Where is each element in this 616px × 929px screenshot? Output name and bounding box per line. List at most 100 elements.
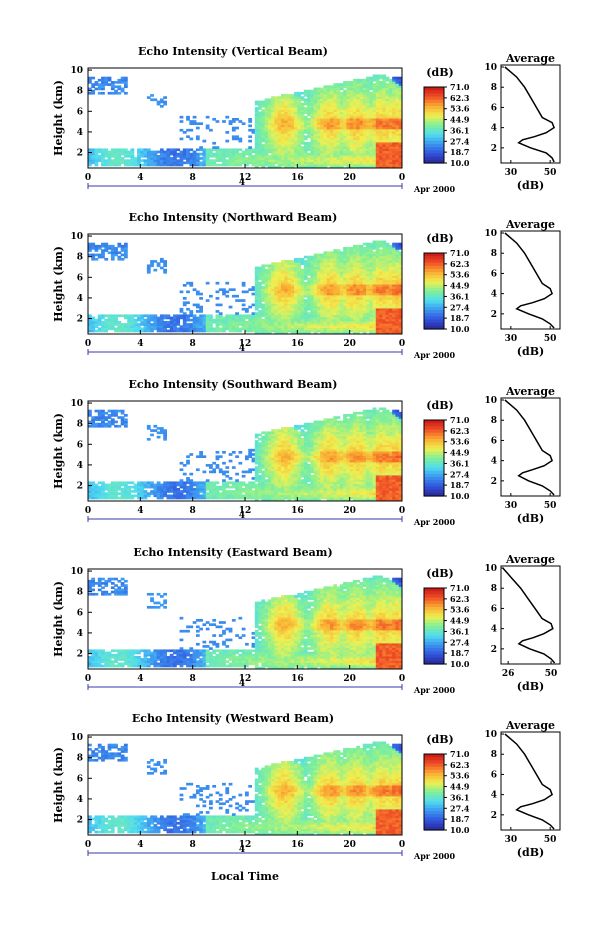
y-tick-label: 4 xyxy=(77,294,83,304)
echo-cell xyxy=(127,159,132,162)
echo-cell xyxy=(339,154,344,158)
echo-cell xyxy=(398,262,403,265)
echo-cell xyxy=(287,128,292,132)
echo-cell xyxy=(379,91,383,95)
echo-cell xyxy=(195,135,200,139)
echo-cell xyxy=(385,137,390,141)
echo-cell xyxy=(375,144,380,147)
echo-cell xyxy=(264,144,269,147)
echo-cell xyxy=(290,128,295,132)
echo-cell xyxy=(382,305,387,309)
echo-cell xyxy=(205,281,210,285)
echo-cell xyxy=(392,297,396,300)
echo-cell xyxy=(267,264,272,268)
echo-cell xyxy=(284,154,289,158)
echo-cell xyxy=(395,152,400,156)
echo-cell xyxy=(369,141,374,145)
echo-cell xyxy=(277,292,282,296)
echo-cell xyxy=(123,159,128,162)
echo-cell xyxy=(110,496,115,500)
echo-cell xyxy=(97,154,102,158)
echo-cell xyxy=(294,292,298,296)
echo-cell xyxy=(346,141,351,145)
echo-cell xyxy=(398,78,403,82)
echo-cell xyxy=(238,483,243,487)
echo-cell xyxy=(395,89,400,93)
echo-cell xyxy=(372,126,377,130)
echo-cell xyxy=(179,494,184,498)
echo-cell xyxy=(326,268,331,272)
echo-cell xyxy=(379,111,383,115)
echo-cell xyxy=(297,148,302,152)
echo-cell xyxy=(382,303,387,307)
echo-cell xyxy=(323,159,328,162)
echo-cell xyxy=(346,152,351,156)
echo-cell xyxy=(300,126,305,130)
echo-cell xyxy=(313,118,318,121)
echo-cell xyxy=(209,148,213,152)
echo-cell xyxy=(356,109,360,112)
echo-cell xyxy=(323,157,328,160)
echo-cell xyxy=(300,150,305,154)
echo-cell xyxy=(375,81,380,84)
echo-cell xyxy=(346,288,351,292)
echo-cell xyxy=(356,148,360,152)
echo-cell xyxy=(313,281,318,285)
colorbar-tick-label: 53.6 xyxy=(450,104,470,114)
echo-cell xyxy=(359,305,364,309)
echo-cell xyxy=(352,270,357,274)
echo-cell xyxy=(398,301,403,305)
echo-cell xyxy=(333,165,338,169)
echo-cell xyxy=(379,98,383,102)
echo-cell xyxy=(94,483,99,487)
echo-cell xyxy=(228,150,233,154)
echo-cell xyxy=(343,279,347,283)
echo-cell xyxy=(343,260,347,263)
echo-cell xyxy=(303,299,308,302)
echo-cell xyxy=(362,316,367,320)
echo-cell xyxy=(271,144,275,147)
echo-cell xyxy=(110,247,115,250)
echo-cell xyxy=(271,273,275,276)
echo-cell xyxy=(310,284,315,287)
echo-cell xyxy=(140,492,145,495)
echo-cell xyxy=(195,494,200,498)
echo-cell xyxy=(313,157,318,160)
echo-cell xyxy=(333,266,338,270)
echo-cell xyxy=(274,312,279,315)
echo-cell xyxy=(382,275,387,278)
echo-cell xyxy=(359,124,364,128)
echo-cell xyxy=(209,494,213,498)
echo-cell xyxy=(310,310,315,313)
echo-cell xyxy=(258,318,262,322)
echo-cell xyxy=(346,109,351,112)
echo-cell xyxy=(303,325,308,328)
echo-cell xyxy=(310,154,315,158)
echo-cell xyxy=(114,316,118,320)
echo-cell xyxy=(313,286,318,289)
echo-cell xyxy=(303,161,308,165)
echo-cell xyxy=(307,312,311,315)
echo-cell xyxy=(385,329,390,333)
echo-cell xyxy=(320,159,324,162)
echo-cell xyxy=(163,159,167,162)
echo-cell xyxy=(303,307,308,311)
echo-cell xyxy=(140,314,145,318)
echo-cell xyxy=(336,146,341,149)
echo-cell xyxy=(117,242,122,246)
echo-cell xyxy=(280,113,285,117)
echo-cell xyxy=(290,150,295,154)
echo-cell xyxy=(359,159,364,162)
echo-cell xyxy=(388,113,393,117)
echo-cell xyxy=(346,264,351,268)
echo-cell xyxy=(379,270,383,274)
echo-cell xyxy=(359,316,364,320)
echo-heatmap xyxy=(88,74,403,169)
echo-cell xyxy=(346,251,351,255)
echo-cell xyxy=(101,244,105,248)
echo-cell xyxy=(94,81,99,84)
echo-cell xyxy=(231,135,236,139)
echo-cell xyxy=(212,163,217,167)
echo-cell xyxy=(205,299,210,302)
echo-cell xyxy=(388,323,393,326)
